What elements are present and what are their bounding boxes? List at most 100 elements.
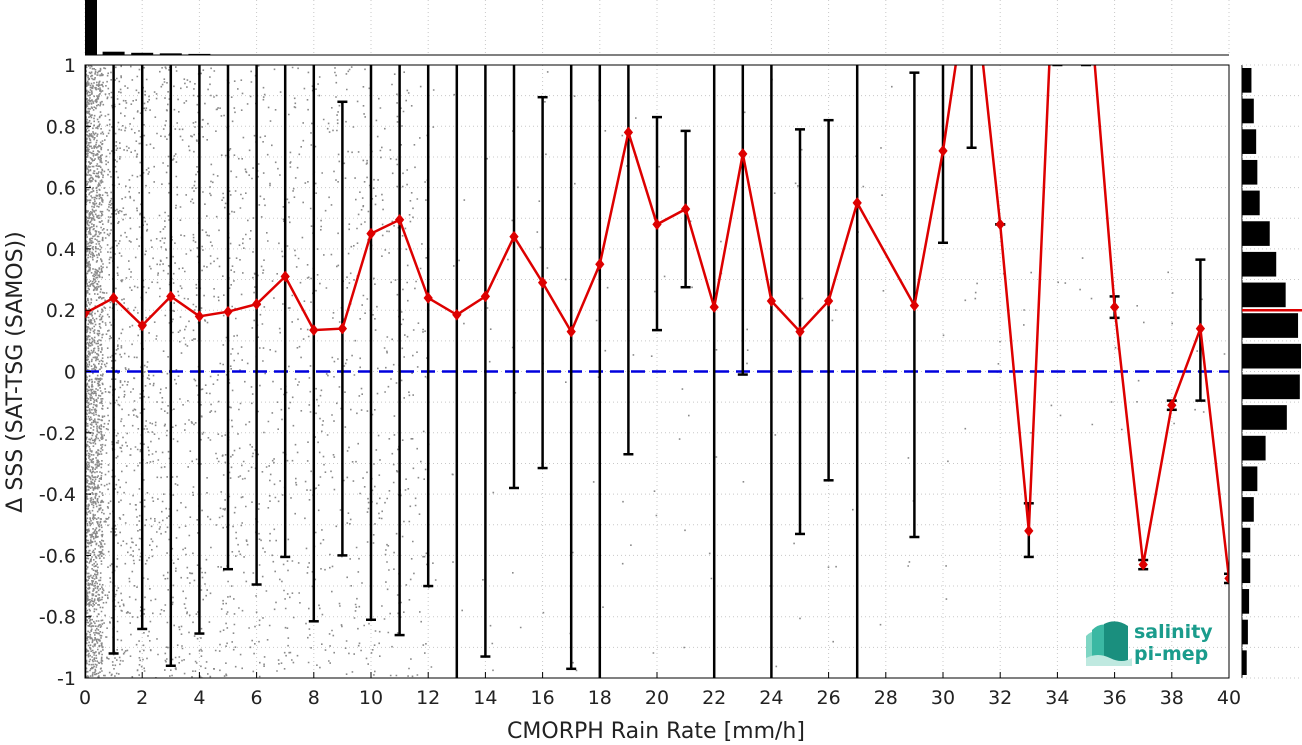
x-tick-label: 14 — [473, 687, 497, 709]
y-tick-label: -0.8 — [39, 607, 76, 629]
mean-marker — [85, 307, 90, 320]
top-histogram — [84, 0, 1230, 56]
mean-marker — [595, 258, 605, 271]
top-histogram-bar — [159, 53, 182, 55]
y-tick-label: 1 — [64, 55, 76, 77]
mean-marker — [280, 270, 290, 283]
mean-marker — [137, 319, 147, 332]
x-tick-label: 34 — [1045, 687, 1069, 709]
x-ticks: 0 2 4 6 8 10 12 14 16 18 20 22 24 26 28 30 32 34 36 38 40 — [79, 672, 1241, 709]
mean-marker — [337, 322, 348, 335]
mean-marker — [1024, 525, 1034, 537]
mean-marker — [909, 299, 920, 312]
x-tick-label: 18 — [588, 687, 612, 709]
x-axis-label: CMORPH Rain Rate [mm/h] — [507, 719, 805, 744]
y-ticks: 1 0.8 0.6 0.4 0.2 0 -0.2 -0.4 -0.6 -0.8 -1 — [39, 55, 91, 690]
right-histogram-bar — [1242, 619, 1248, 645]
mean-marker — [251, 298, 262, 310]
x-tick-label: 12 — [416, 687, 440, 709]
mean-marker — [394, 213, 405, 226]
y-tick-label: 0.4 — [46, 239, 76, 261]
x-tick-label: 26 — [817, 687, 841, 709]
x-tick-label: 22 — [702, 687, 726, 709]
right-histogram-bar — [1242, 527, 1251, 553]
right-histogram-bar — [1242, 159, 1258, 185]
mean-marker — [1224, 572, 1229, 585]
wave-logo-icon — [1086, 621, 1132, 666]
right-histogram-bar — [1242, 251, 1277, 277]
mean-marker — [1167, 399, 1177, 412]
logo-line2: pi-mep — [1134, 643, 1208, 665]
x-tick-label: 40 — [1217, 687, 1241, 709]
x-tick-label: 24 — [759, 687, 783, 709]
y-tick-label: -0.2 — [39, 423, 76, 445]
top-histogram-bar — [131, 52, 154, 55]
mean-marker — [509, 230, 519, 243]
x-tick-label: 8 — [308, 687, 320, 709]
mean-marker — [938, 145, 948, 157]
y-tick-label: -0.6 — [39, 545, 76, 567]
right-histogram-bar — [1242, 497, 1254, 522]
right-histogram-bar — [1242, 190, 1260, 216]
mean-marker — [223, 305, 233, 318]
mean-marker — [1195, 322, 1206, 335]
mean-marker — [423, 292, 433, 304]
mean-marker — [537, 276, 548, 289]
x-tick-label: 6 — [251, 687, 263, 709]
mean-marker — [309, 324, 319, 336]
right-histogram-bar — [1242, 313, 1299, 338]
right-histogram-bar — [1242, 221, 1270, 246]
error-bars — [85, 65, 1229, 678]
right-histogram-bar — [1242, 374, 1300, 400]
right-histogram-bar — [1242, 129, 1257, 154]
right-histogram — [1241, 64, 1302, 679]
x-tick-label: 36 — [1103, 687, 1127, 709]
mean-marker — [623, 126, 634, 139]
mean-marker — [452, 308, 462, 321]
y-tick-label: 0 — [64, 362, 76, 384]
x-tick-label: 38 — [1160, 687, 1184, 709]
x-tick-label: 28 — [874, 687, 898, 709]
right-histogram-bar — [1242, 282, 1286, 308]
x-tick-label: 4 — [193, 687, 205, 709]
top-histogram-bar — [188, 53, 211, 55]
mean-marker — [194, 310, 205, 323]
mean-marker — [566, 325, 576, 338]
y-axis-label: Δ SSS (SAT-TSG (SAMOS)) — [3, 231, 28, 512]
mean-markers — [85, 126, 1229, 585]
mean-marker — [1109, 301, 1120, 313]
top-histogram-grid — [84, 0, 1230, 55]
plot-content — [85, 65, 1229, 678]
mean-marker — [480, 290, 491, 303]
mean-marker — [852, 197, 862, 209]
y-tick-label: -0.4 — [39, 484, 76, 506]
logo-line1: salinity — [1134, 621, 1213, 643]
right-histogram-bar — [1242, 558, 1251, 584]
mean-marker — [995, 218, 1005, 231]
mean-marker — [680, 203, 691, 215]
x-tick-label: 10 — [359, 687, 383, 709]
y-tick-label: -1 — [57, 668, 76, 690]
mean-marker — [1138, 558, 1148, 571]
salinity-pimep-logo: salinity pi-mep — [1086, 621, 1213, 666]
y-tick-label: 0.6 — [46, 178, 76, 200]
right-histogram-grid — [1242, 64, 1302, 679]
mean-line — [85, 65, 1229, 579]
right-histogram-bar — [1242, 435, 1266, 461]
x-tick-label: 30 — [931, 687, 955, 709]
mean-marker — [795, 325, 805, 338]
top-histogram-bar — [102, 51, 125, 55]
mean-marker — [738, 148, 748, 160]
right-histogram-bar — [1242, 98, 1254, 124]
mean-marker — [166, 290, 176, 303]
mean-marker — [366, 227, 376, 240]
x-tick-label: 2 — [136, 687, 148, 709]
x-tick-label: 20 — [645, 687, 669, 709]
y-tick-label: 0.8 — [46, 116, 76, 138]
right-histogram-bar — [1242, 589, 1250, 614]
right-histogram-bar — [1242, 466, 1258, 492]
mean-marker — [652, 218, 662, 231]
x-tick-label: 16 — [531, 687, 555, 709]
right-histogram-bar — [1242, 68, 1252, 93]
